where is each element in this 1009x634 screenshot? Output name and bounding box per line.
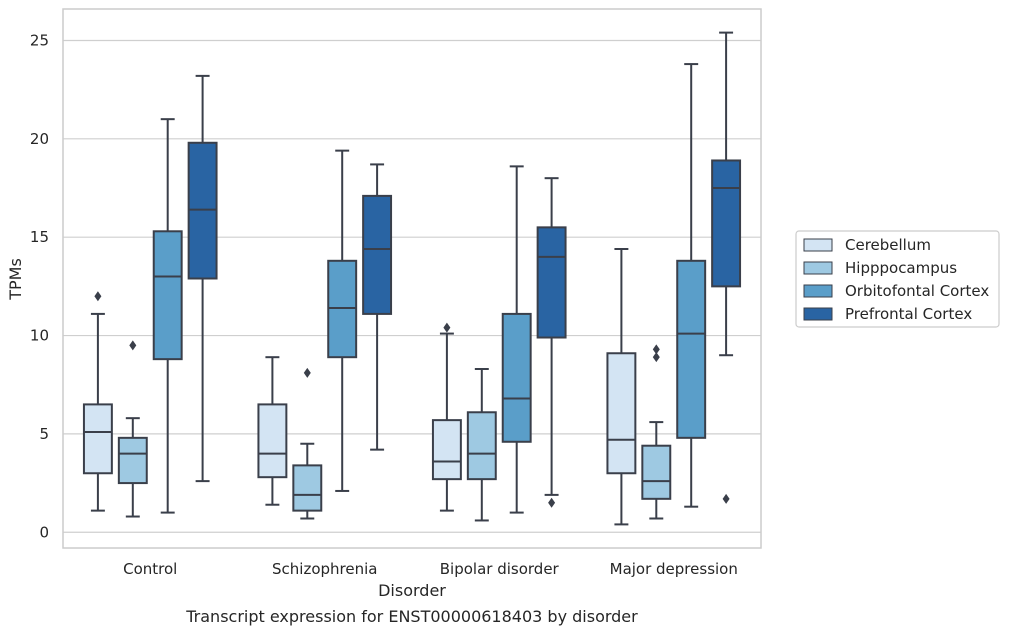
boxes (82, 31, 742, 526)
box-0-1 (117, 340, 148, 518)
box-1-0 (257, 356, 288, 506)
box-iqr (152, 230, 183, 361)
box-0-2 (152, 118, 183, 514)
box-3-0 (606, 247, 637, 526)
box-iqr (501, 312, 532, 443)
box-0-3 (187, 74, 218, 483)
x-tick-label-3: Major depression (610, 560, 738, 578)
outlier-point-0 (722, 493, 730, 504)
box-0-0 (82, 291, 113, 512)
outlier-point-0 (443, 322, 451, 333)
outlier-point-0 (652, 352, 660, 363)
box-iqr (431, 419, 462, 481)
chart-caption: Transcript expression for ENST0000061840… (185, 607, 638, 626)
box-iqr (466, 411, 497, 481)
legend-frame (795, 230, 1000, 328)
box-iqr (82, 403, 113, 475)
y-tick-label-15: 15 (30, 228, 49, 246)
x-tick-label-2: Bipolar disorder (440, 560, 560, 578)
box-iqr (606, 352, 637, 475)
box-2-3 (536, 177, 567, 508)
box-2-0 (431, 322, 462, 512)
y-tick-label-0: 0 (39, 523, 49, 541)
outlier-point-0 (303, 367, 311, 378)
legend: Cerebellum Hipppocampus Orbitofontal Corte… (795, 230, 1000, 328)
outlier-point-0 (548, 497, 556, 508)
box-iqr (292, 464, 323, 512)
box-1-3 (362, 163, 393, 451)
x-tick-label-1: Schizophrenia (272, 560, 377, 578)
y-tick-label-20: 20 (30, 130, 49, 148)
outlier-point-0 (94, 291, 102, 302)
box-2-1 (466, 367, 497, 522)
box-1-1 (292, 367, 323, 520)
box-3-3 (711, 31, 742, 504)
x-tick-label-0: Control (123, 560, 177, 578)
x-axis-label: Disorder (378, 581, 446, 600)
box-3-2 (676, 63, 707, 508)
box-iqr (676, 259, 707, 439)
legend-swatch-3 (803, 307, 833, 321)
x-axis-ticks: Control Schizophrenia Bipolar disorder Majo… (123, 560, 738, 578)
y-tick-label-10: 10 (30, 327, 49, 345)
legend-label-3: Prefrontal Cortex (845, 305, 972, 323)
legend-label-0: Cerebellum (845, 236, 931, 254)
y-axis-ticks: 0 5 10 15 20 25 (30, 31, 49, 541)
box-iqr (257, 403, 288, 479)
legend-swatch-2 (803, 284, 833, 298)
box-iqr (362, 194, 393, 315)
legend-swatch-0 (803, 238, 833, 252)
outlier-point-0 (129, 340, 137, 351)
y-axis-label: TPMs (6, 258, 25, 301)
y-tick-label-5: 5 (39, 425, 49, 443)
box-iqr (711, 159, 742, 288)
legend-swatch-1 (803, 261, 833, 275)
legend-label-1: Hipppocampus (845, 259, 957, 277)
outlier-point-1 (652, 344, 660, 355)
box-iqr (641, 444, 672, 500)
box-iqr (536, 226, 567, 339)
box-iqr (117, 436, 148, 485)
legend-label-2: Orbitofontal Cortex (845, 282, 989, 300)
box-2-2 (501, 165, 532, 514)
box-1-2 (327, 149, 358, 492)
plot-frame (62, 8, 762, 549)
y-tick-label-25: 25 (30, 31, 49, 49)
box-3-1 (641, 344, 672, 520)
